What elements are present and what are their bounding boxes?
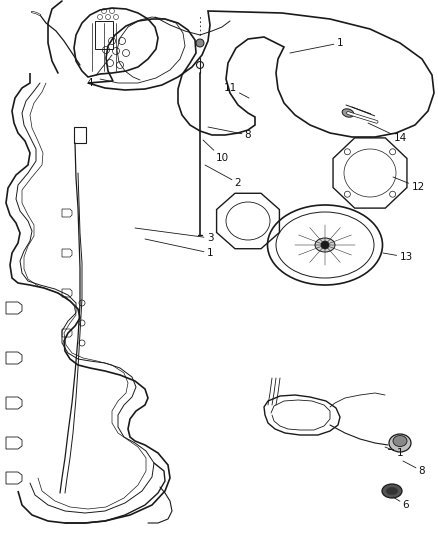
Circle shape bbox=[196, 39, 204, 47]
Text: 2: 2 bbox=[205, 165, 241, 188]
Ellipse shape bbox=[393, 435, 407, 447]
Text: 8: 8 bbox=[403, 461, 425, 476]
Text: 1: 1 bbox=[290, 38, 343, 53]
Ellipse shape bbox=[382, 484, 402, 498]
Text: 3: 3 bbox=[135, 228, 213, 243]
Ellipse shape bbox=[342, 109, 354, 117]
Text: 11: 11 bbox=[223, 83, 249, 98]
Ellipse shape bbox=[315, 238, 335, 252]
Text: 1: 1 bbox=[385, 447, 403, 458]
Text: 1: 1 bbox=[145, 239, 213, 258]
Text: 4: 4 bbox=[87, 55, 112, 88]
Text: 12: 12 bbox=[393, 177, 424, 192]
Ellipse shape bbox=[386, 487, 398, 495]
Ellipse shape bbox=[389, 434, 411, 452]
Text: 6: 6 bbox=[393, 497, 410, 510]
Text: 14: 14 bbox=[368, 123, 406, 143]
Text: 13: 13 bbox=[383, 252, 413, 262]
Text: 10: 10 bbox=[203, 140, 229, 163]
Text: 8: 8 bbox=[208, 127, 251, 140]
Circle shape bbox=[321, 241, 329, 249]
